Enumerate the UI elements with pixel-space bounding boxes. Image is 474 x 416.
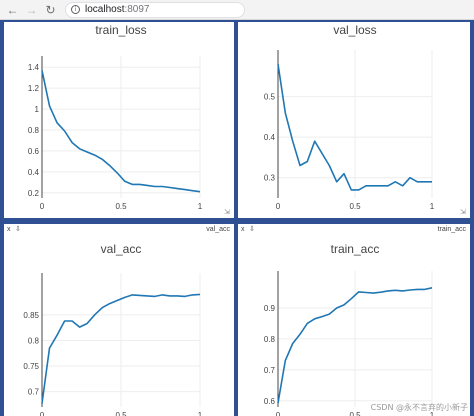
y-tick-label: 1.4 bbox=[28, 63, 40, 72]
chart-train-loss: train_loss 0.2 0.4 0.6 0.8 1 1.2 1.4 0 0.5 1 bbox=[28, 23, 203, 211]
forward-icon[interactable]: → bbox=[25, 2, 38, 17]
x-tick-label: 0 bbox=[276, 411, 281, 416]
y-tick-label: 0.85 bbox=[23, 311, 39, 320]
series-line bbox=[277, 63, 432, 191]
y-tick-label: 0.4 bbox=[264, 133, 276, 142]
y-tick-label: 1.2 bbox=[28, 84, 40, 93]
x-tick-label: 1 bbox=[430, 411, 435, 416]
x-tick-label: 1 bbox=[198, 411, 203, 416]
pane-train-loss[interactable]: train_loss 0.2 0.4 0.6 0.8 1 1.2 1.4 0 0.5 1 ⇲ bbox=[4, 22, 234, 218]
browser-toolbar: ← → ↻ i localhost:8097 bbox=[0, 0, 474, 20]
x-tick-label: 0.5 bbox=[115, 411, 127, 416]
x-tick-label: 0.5 bbox=[349, 411, 361, 416]
chart-train-acc: train_acc 0.6 0.7 0.8 0.9 0 0.5 1 bbox=[264, 242, 435, 416]
info-icon[interactable]: i bbox=[71, 5, 80, 14]
x-tick-label: 0 bbox=[276, 202, 281, 211]
url-host: localhost bbox=[85, 4, 125, 15]
y-tick-label: 0.6 bbox=[28, 147, 40, 156]
y-tick-label: 0.4 bbox=[28, 168, 40, 177]
y-tick-label: 0.8 bbox=[28, 336, 40, 345]
y-tick-label: 1 bbox=[35, 105, 40, 114]
resize-handle-icon[interactable]: ⇲ bbox=[224, 209, 230, 216]
x-tick-label: 1 bbox=[430, 202, 435, 211]
y-tick-label: 0.75 bbox=[23, 362, 39, 371]
y-tick-label: 0.7 bbox=[28, 388, 40, 397]
chart-title: train_acc bbox=[331, 242, 380, 256]
download-icon[interactable]: ⇩ bbox=[249, 226, 255, 233]
reload-icon[interactable]: ↻ bbox=[45, 2, 56, 17]
chart-title: train_loss bbox=[95, 23, 146, 37]
chart-val-loss: val_loss 0.3 0.4 0.5 0 0.5 1 bbox=[264, 23, 435, 211]
watermark: CSDN @永不言弃的小新子 bbox=[370, 403, 468, 412]
chart-title: val_loss bbox=[333, 23, 376, 37]
x-tick-label: 0.5 bbox=[115, 202, 127, 211]
chart-title: val_acc bbox=[101, 242, 142, 256]
series-line bbox=[41, 293, 201, 404]
pane-train-acc[interactable]: x ⇩ train_acc train_acc 0.6 0.7 0.8 0.9 0 0.5 1 bbox=[238, 224, 470, 416]
y-tick-label: 0.3 bbox=[264, 174, 276, 183]
close-icon[interactable]: x bbox=[241, 226, 245, 233]
y-tick-label: 0.8 bbox=[264, 335, 276, 344]
x-tick-label: 0.5 bbox=[349, 202, 361, 211]
y-tick-label: 0.8 bbox=[28, 126, 40, 135]
chart-val-acc: val_acc 0.7 0.75 0.8 0.85 0 0.5 1 bbox=[23, 242, 203, 416]
resize-handle-icon[interactable]: ⇲ bbox=[460, 209, 466, 216]
pane-header: x ⇩ val_acc bbox=[4, 224, 234, 235]
x-tick-label: 0 bbox=[40, 202, 45, 211]
y-tick-label: 0.2 bbox=[28, 189, 40, 198]
y-tick-label: 0.9 bbox=[264, 304, 276, 313]
pane-val-loss[interactable]: val_loss 0.3 0.4 0.5 0 0.5 1 ⇲ bbox=[238, 22, 470, 218]
pane-name: val_acc bbox=[206, 226, 230, 233]
pane-header: x ⇩ train_acc bbox=[238, 224, 470, 235]
y-tick-label: 0.7 bbox=[264, 366, 276, 375]
series-line bbox=[41, 70, 201, 193]
pane-name: train_acc bbox=[437, 226, 466, 233]
close-icon[interactable]: x bbox=[7, 226, 11, 233]
x-tick-label: 1 bbox=[198, 202, 203, 211]
y-tick-label: 0.5 bbox=[264, 93, 276, 102]
series-line bbox=[277, 287, 433, 404]
y-tick-label: 0.6 bbox=[264, 397, 276, 406]
back-icon[interactable]: ← bbox=[6, 2, 19, 17]
x-tick-label: 0 bbox=[40, 411, 45, 416]
address-bar[interactable]: i localhost:8097 bbox=[65, 1, 245, 18]
download-icon[interactable]: ⇩ bbox=[15, 226, 21, 233]
pane-val-acc[interactable]: x ⇩ val_acc val_acc 0.7 0.75 0.8 0.85 0 0.5 1 bbox=[4, 224, 234, 416]
url-port: :8097 bbox=[124, 4, 150, 15]
